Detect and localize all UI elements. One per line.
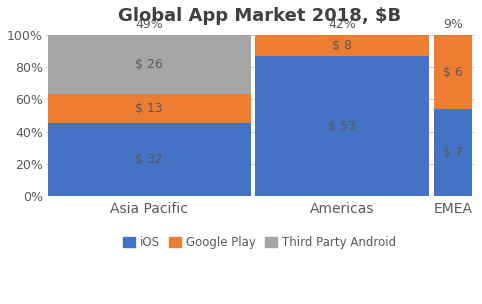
Bar bbox=[255, 56, 429, 196]
Bar bbox=[434, 109, 471, 196]
Bar bbox=[434, 35, 471, 109]
Bar bbox=[255, 35, 429, 56]
Text: $ 53: $ 53 bbox=[328, 119, 356, 133]
Text: $ 7: $ 7 bbox=[443, 146, 463, 159]
Text: $ 32: $ 32 bbox=[135, 153, 163, 166]
Bar bbox=[48, 123, 251, 196]
Title: Global App Market 2018, $B: Global App Market 2018, $B bbox=[118, 7, 401, 25]
Bar bbox=[48, 35, 251, 94]
Text: $ 6: $ 6 bbox=[443, 66, 463, 78]
Text: $ 26: $ 26 bbox=[135, 58, 163, 71]
Bar bbox=[48, 94, 251, 123]
Text: 9%: 9% bbox=[443, 18, 463, 31]
Text: $ 13: $ 13 bbox=[135, 102, 163, 115]
Text: 49%: 49% bbox=[135, 18, 163, 31]
Text: 42%: 42% bbox=[329, 18, 356, 31]
Legend: iOS, Google Play, Third Party Android: iOS, Google Play, Third Party Android bbox=[119, 231, 401, 254]
Text: $ 8: $ 8 bbox=[333, 39, 352, 52]
